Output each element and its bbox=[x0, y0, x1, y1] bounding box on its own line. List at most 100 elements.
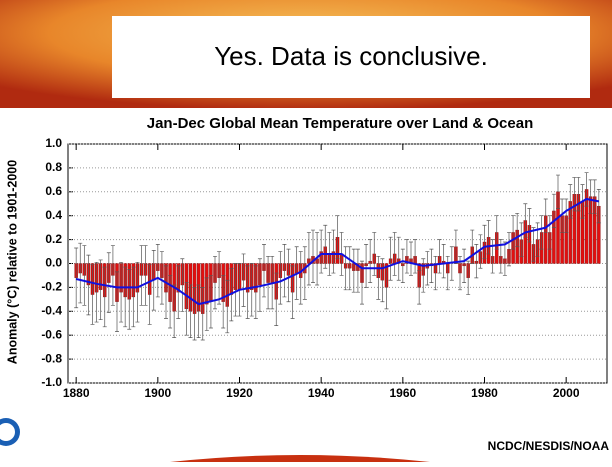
error-bar bbox=[347, 246, 352, 291]
error-bar bbox=[409, 241, 413, 276]
error-bar bbox=[515, 212, 520, 248]
y-tick-label: 0.0 bbox=[45, 256, 62, 270]
error-bar bbox=[143, 245, 148, 306]
x-tick-label: 2000 bbox=[553, 386, 580, 400]
error-bar bbox=[127, 269, 132, 330]
error-bar bbox=[311, 229, 315, 283]
slide-heading: Yes. Data is conclusive. bbox=[214, 41, 488, 71]
error-bar bbox=[78, 242, 83, 304]
error-bar bbox=[355, 248, 360, 293]
error-bar bbox=[306, 232, 311, 286]
noaa-logo-inner bbox=[0, 423, 15, 441]
error-bar bbox=[335, 215, 340, 260]
error-bar bbox=[421, 258, 426, 293]
error-bar bbox=[425, 251, 430, 286]
error-bar bbox=[466, 260, 471, 295]
error-bar bbox=[123, 266, 128, 328]
error-bar bbox=[388, 236, 393, 281]
x-tick-label: 1880 bbox=[63, 386, 90, 400]
error-bar bbox=[584, 172, 589, 207]
error-bar bbox=[519, 222, 524, 257]
y-tick-label: -0.8 bbox=[41, 351, 62, 365]
error-bar bbox=[560, 198, 565, 233]
error-bar bbox=[196, 284, 201, 338]
error-bar bbox=[221, 275, 226, 329]
error-bar bbox=[302, 246, 307, 300]
error-bar bbox=[453, 229, 458, 264]
error-bar bbox=[176, 265, 181, 319]
error-bar bbox=[588, 179, 593, 214]
error-bar bbox=[502, 241, 507, 276]
error-bar bbox=[478, 234, 483, 269]
error-bar bbox=[462, 248, 467, 283]
x-tick-label: 1920 bbox=[226, 386, 253, 400]
error-bar bbox=[217, 251, 222, 305]
error-bar bbox=[392, 232, 397, 276]
y-tick-label: 0.4 bbox=[45, 208, 62, 222]
error-bar bbox=[539, 215, 544, 250]
error-bar bbox=[592, 179, 597, 214]
error-bar bbox=[249, 263, 254, 317]
error-bar bbox=[556, 174, 560, 209]
x-tick-label: 1980 bbox=[471, 386, 498, 400]
y-tick-label: 0.8 bbox=[45, 160, 62, 174]
error-bar bbox=[82, 245, 87, 306]
error-bar bbox=[204, 277, 209, 331]
error-bar bbox=[494, 215, 499, 250]
error-bar bbox=[282, 244, 287, 298]
y-tick-label: -0.6 bbox=[41, 327, 62, 341]
y-tick-label: 0.2 bbox=[45, 232, 62, 246]
error-bar bbox=[535, 222, 540, 257]
error-bar bbox=[437, 239, 442, 274]
error-bar bbox=[413, 239, 418, 274]
error-bar bbox=[319, 229, 324, 274]
error-bar bbox=[184, 282, 189, 336]
error-bar bbox=[98, 259, 103, 321]
x-tick-label: 1940 bbox=[308, 386, 335, 400]
error-bar bbox=[596, 189, 601, 224]
error-bar bbox=[298, 251, 303, 305]
error-bar bbox=[74, 247, 79, 309]
source-label: NCDC/NESDIS/NOAA bbox=[488, 439, 610, 453]
error-bar bbox=[225, 279, 230, 334]
error-bar bbox=[433, 255, 438, 291]
error-bar bbox=[233, 263, 238, 317]
error-bar bbox=[400, 248, 405, 283]
error-bar bbox=[470, 229, 475, 264]
error-bar bbox=[139, 245, 144, 306]
error-bar bbox=[266, 255, 271, 310]
error-bar bbox=[286, 248, 291, 303]
error-bar bbox=[576, 177, 581, 212]
error-bar bbox=[445, 255, 450, 291]
error-bar bbox=[106, 252, 111, 313]
bottom-decor bbox=[170, 455, 430, 462]
y-tick-label: -0.4 bbox=[41, 303, 62, 317]
error-bar bbox=[507, 232, 511, 267]
error-bar bbox=[110, 245, 115, 306]
error-bar bbox=[441, 244, 446, 279]
y-tick-label: -0.2 bbox=[41, 280, 62, 294]
error-bar bbox=[323, 224, 328, 269]
error-bar bbox=[253, 265, 258, 319]
y-tick-label: 0.6 bbox=[45, 184, 62, 198]
error-bar bbox=[568, 184, 573, 219]
error-bar bbox=[531, 227, 536, 262]
error-bar bbox=[396, 236, 401, 281]
x-tick-label: 1960 bbox=[389, 386, 416, 400]
smoothed-line bbox=[75, 197, 600, 306]
y-tick-label: -1.0 bbox=[41, 375, 62, 389]
error-bar bbox=[90, 264, 95, 325]
error-bar bbox=[172, 284, 177, 338]
y-axis-label: Anomaly (°C) relative to 1901-2000 bbox=[5, 160, 19, 364]
error-bar bbox=[86, 254, 91, 316]
error-bar bbox=[147, 264, 152, 325]
error-bar bbox=[159, 251, 164, 305]
error-bar bbox=[94, 261, 99, 323]
error-bar bbox=[257, 258, 262, 312]
error-bar bbox=[131, 266, 136, 328]
error-bar bbox=[115, 271, 119, 332]
error-bar bbox=[180, 258, 185, 312]
error-bar bbox=[155, 244, 160, 298]
error-bar bbox=[404, 239, 409, 274]
